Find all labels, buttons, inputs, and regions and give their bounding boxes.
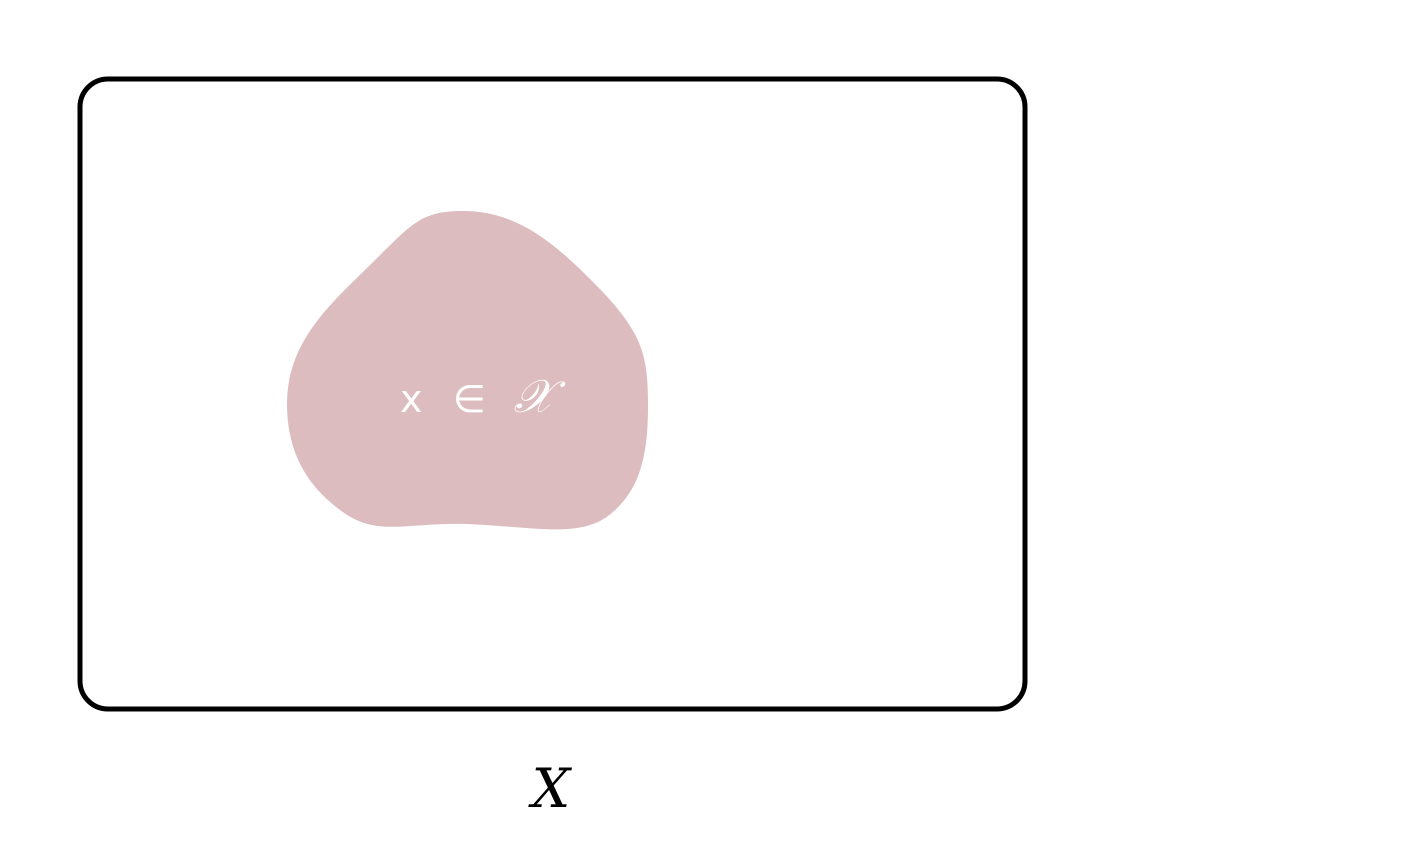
subset-label: x ∈ 𝒳 <box>400 369 566 423</box>
space-label: X <box>528 757 573 820</box>
subset-blob <box>287 211 648 530</box>
membership-symbol: ∈ <box>453 377 486 421</box>
element-symbol: x <box>400 377 423 421</box>
